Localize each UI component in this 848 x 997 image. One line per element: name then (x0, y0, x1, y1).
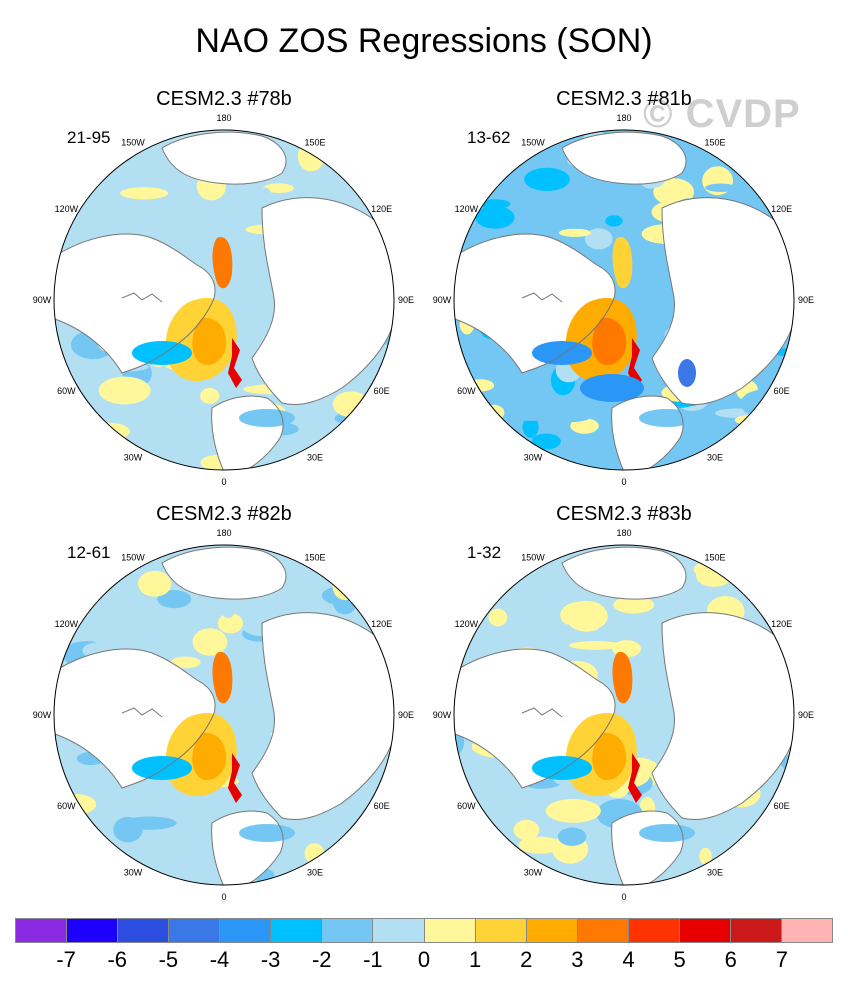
colorbar-swatch (373, 919, 425, 942)
colorbar-tick-label: -7 (56, 947, 76, 972)
lon-label: 120E (371, 204, 392, 214)
map-panel-81b: 180 150E 120E 90E 60E 30E 0 30W 60W 90W 120W 150W C… (412, 88, 836, 498)
lon-label: 180 (216, 528, 231, 538)
colorbar-tick-label: 4 (622, 947, 635, 972)
lon-label: 60E (374, 801, 390, 811)
colorbar (15, 918, 833, 943)
polar-map: 180 150E 120E 90E 60E 30E 0 30W 60W 90W 120W 150W (33, 113, 414, 487)
lon-label: 120W (455, 204, 479, 214)
colorbar-swatch (220, 919, 272, 942)
colorbar-swatch (118, 919, 170, 942)
panel-title: CESM2.3 #83b (556, 503, 692, 525)
lon-label: 150E (304, 137, 325, 147)
lon-label: 90W (433, 295, 452, 305)
lon-label: 60W (57, 386, 76, 396)
lon-label: 90E (398, 710, 414, 720)
lon-label: 180 (216, 113, 231, 123)
lon-label: 120W (55, 204, 79, 214)
lon-label: 150W (521, 552, 545, 562)
colorbar-swatch (577, 919, 629, 942)
colorbar-labels: -7 -6 -5 -4 -3 -2 -1 0 1 2 3 4 5 6 7 (0, 947, 848, 977)
colorbar-swatch (679, 919, 731, 942)
colorbar-tick-label: 3 (571, 947, 584, 972)
lon-label: 180 (616, 113, 631, 123)
lon-label: 30W (124, 868, 143, 878)
map-panel-83b: 180 150E 120E 90E 60E 30E 0 30W 60W 90W 120W 150W C… (412, 503, 836, 913)
colorbar-swatch (730, 919, 782, 942)
lon-label: 60W (457, 801, 476, 811)
colorbar-tick-label: -4 (209, 947, 230, 972)
colorbar-swatch (322, 919, 374, 942)
colorbar-tick-label: 1 (469, 947, 482, 972)
lon-label: 60W (457, 386, 476, 396)
polar-map: 180 150E 120E 90E 60E 30E 0 30W 60W 90W 120W 150W (433, 528, 814, 902)
cvdp-watermark: © CVDP (643, 92, 801, 136)
lon-label: 150W (121, 552, 145, 562)
lon-label: 180 (616, 528, 631, 538)
colorbar-swatch (67, 919, 119, 942)
lon-label: 30E (707, 868, 723, 878)
lon-label: 30W (124, 453, 143, 463)
map-panel-78b: 180 150E 120E 90E 60E 30E 0 30W 60W 90W 120W 150W C… (12, 88, 436, 498)
lon-label: 150W (121, 137, 145, 147)
colorbar-tick-label: -3 (260, 947, 281, 972)
lon-label: 120E (771, 619, 792, 629)
lon-label: 150W (521, 137, 545, 147)
panel-stat: 12-61 (67, 543, 111, 562)
colorbar-swatch (271, 919, 323, 942)
polar-map: 180 150E 120E 90E 60E 30E 0 30W 60W 90W 120W 150W (33, 528, 414, 902)
colorbar-swatch (424, 919, 476, 942)
lon-label: 90W (33, 295, 52, 305)
panel-title: CESM2.3 #78b (156, 88, 292, 110)
lon-label: 30E (307, 453, 323, 463)
lon-label: 0 (621, 892, 626, 902)
panel-title: CESM2.3 #82b (156, 503, 292, 525)
lon-label: 120W (455, 619, 479, 629)
lon-label: 30E (307, 868, 323, 878)
colorbar-tick-label: 5 (673, 947, 686, 972)
lon-label: 0 (221, 477, 226, 487)
lon-label: 60W (57, 801, 76, 811)
lon-label: 60E (774, 386, 790, 396)
lon-label: 0 (621, 477, 626, 487)
figure-title: NAO ZOS Regressions (SON) (195, 22, 653, 60)
lon-label: 90W (33, 710, 52, 720)
lon-label: 150E (704, 137, 725, 147)
colorbar-swatch (169, 919, 221, 942)
lon-label: 30E (707, 453, 723, 463)
colorbar-tick-label: 7 (775, 947, 788, 972)
lon-label: 150E (304, 552, 325, 562)
lon-label: 90E (798, 710, 814, 720)
lon-label: 60E (374, 386, 390, 396)
lon-label: 30W (524, 453, 543, 463)
colorbar-tick-label: -2 (311, 947, 332, 972)
lon-label: 90E (798, 295, 814, 305)
colorbar-tick-label: -1 (363, 947, 383, 972)
panel-stat: 13-62 (467, 128, 511, 147)
polar-map: 180 150E 120E 90E 60E 30E 0 30W 60W 90W 120W 150W (433, 113, 814, 487)
panel-stat: 1-32 (467, 543, 502, 562)
colorbar-swatch (781, 919, 832, 942)
lon-label: 120E (371, 619, 392, 629)
lon-label: 60E (774, 801, 790, 811)
lon-label: 90W (433, 710, 452, 720)
colorbar-tick-label: -6 (107, 947, 128, 972)
colorbar-tick-label: 2 (520, 947, 533, 972)
colorbar-swatch (628, 919, 680, 942)
panel-title: CESM2.3 #81b (556, 88, 692, 110)
lon-label: 120E (771, 204, 792, 214)
colorbar-tick-label: 6 (724, 947, 737, 972)
lon-label: 30W (524, 868, 543, 878)
colorbar-swatch (526, 919, 578, 942)
map-panel-82b: 180 150E 120E 90E 60E 30E 0 30W 60W 90W 120W 150W C… (12, 503, 436, 913)
colorbar-swatch (16, 919, 68, 942)
lon-label: 90E (398, 295, 414, 305)
colorbar-swatch (475, 919, 527, 942)
colorbar-tick-label: -5 (158, 947, 179, 972)
colorbar-tick-label: 0 (417, 947, 431, 972)
lon-label: 120W (55, 619, 79, 629)
lon-label: 0 (221, 892, 226, 902)
lon-label: 150E (704, 552, 725, 562)
panel-stat: 21-95 (67, 128, 111, 147)
